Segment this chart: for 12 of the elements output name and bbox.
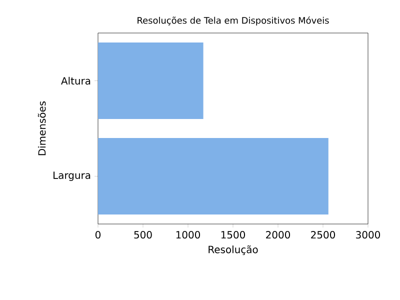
y-tick-label: Altura bbox=[61, 76, 90, 85]
x-axis-title: Resolução bbox=[208, 245, 258, 256]
x-tick-label: 2500 bbox=[311, 231, 336, 239]
chart-title: Resoluções de Tela em Dispositivos Móveis bbox=[138, 16, 329, 26]
x-tick-label: 2000 bbox=[266, 231, 290, 239]
x-tick-label: 3000 bbox=[356, 231, 380, 239]
x-tick-label: 1000 bbox=[176, 231, 200, 239]
x-tick-label: 0 bbox=[95, 231, 101, 239]
y-axis-title: Dimensões bbox=[38, 101, 46, 156]
y-tick-label: Largura bbox=[54, 172, 90, 181]
x-tick-label: 1500 bbox=[221, 231, 246, 239]
x-tick-label: 500 bbox=[134, 231, 152, 239]
